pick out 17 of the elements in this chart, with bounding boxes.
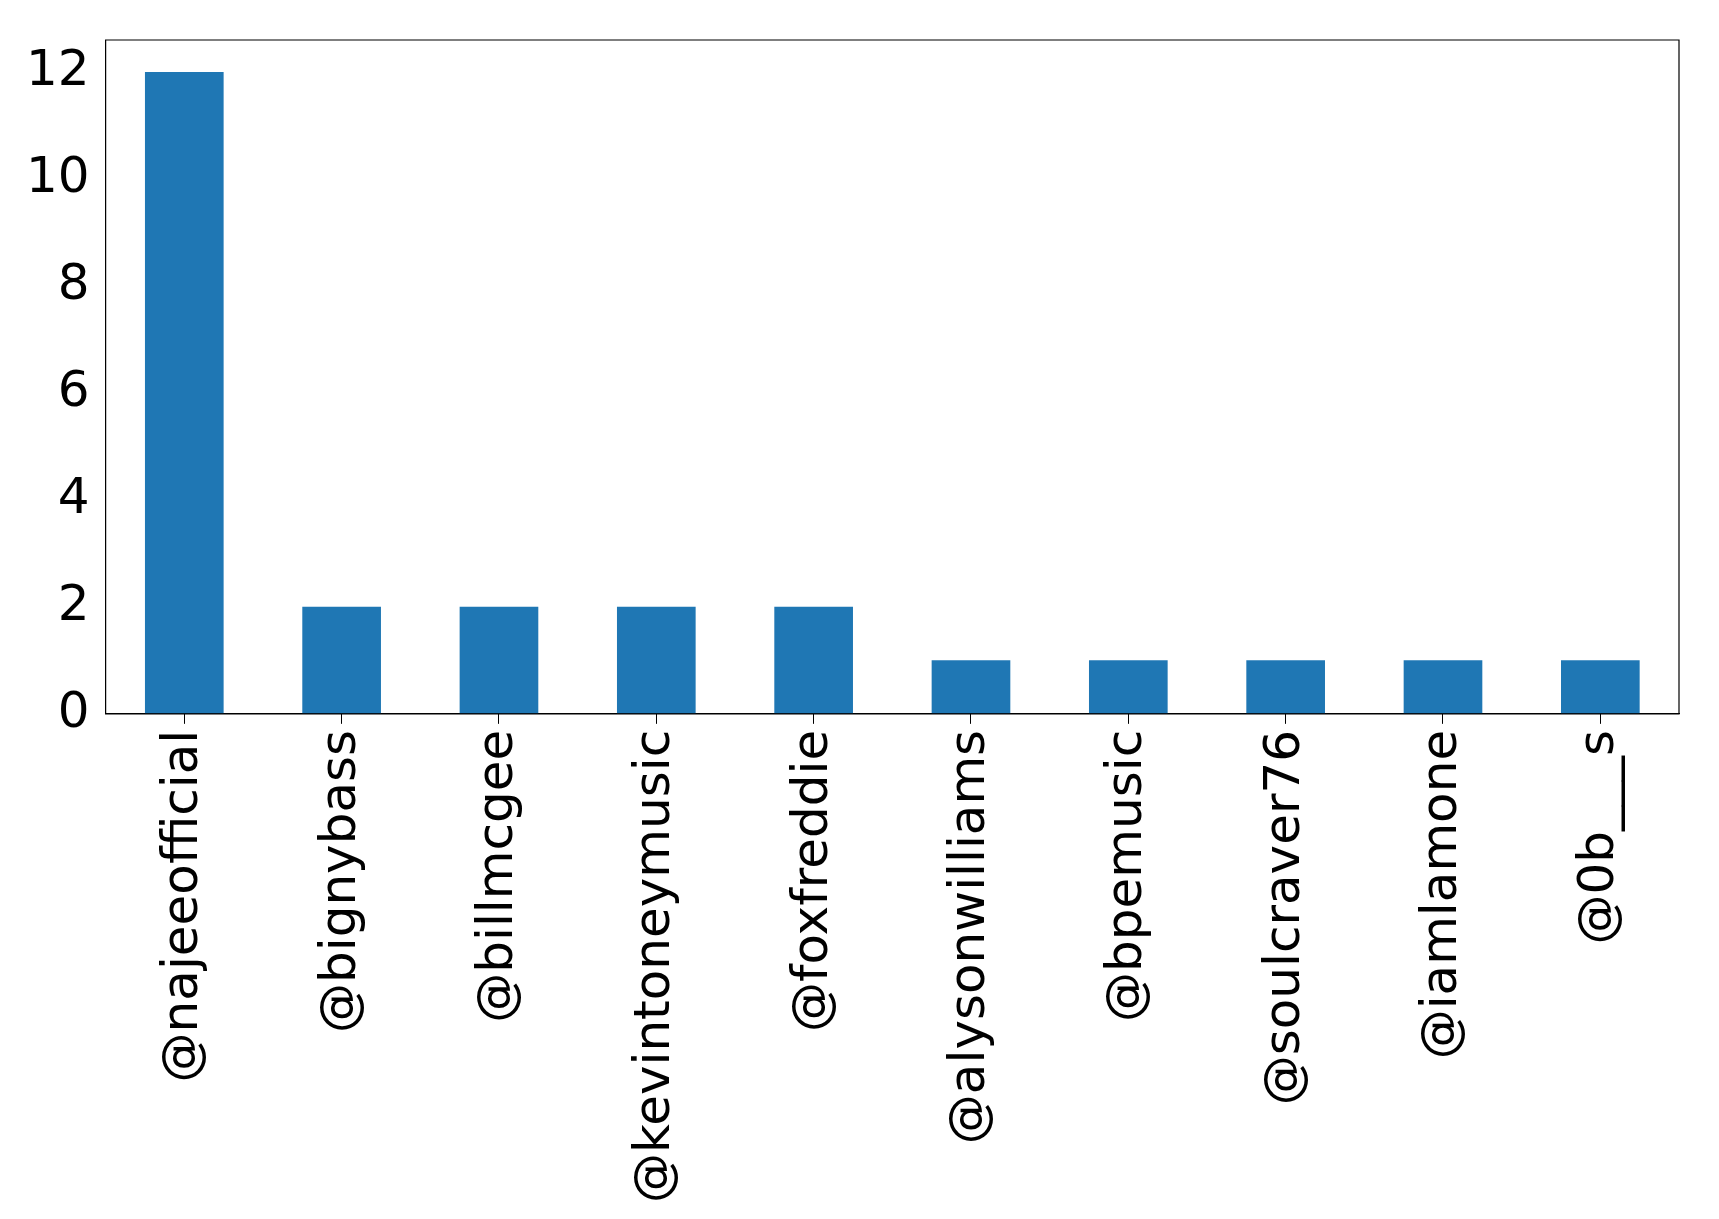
y-tick-label: 8	[57, 252, 90, 311]
x-tick-label: @iamlamone	[1409, 729, 1468, 1060]
x-tick-label: @soulcraver76	[1252, 729, 1311, 1106]
x-tick-label: @0b___s	[1567, 729, 1626, 945]
x-tick-label: @kevintoneymusic	[623, 729, 682, 1203]
x-tick-label: @billmcgee	[465, 729, 524, 1023]
y-tick-label: 10	[26, 146, 90, 205]
x-tick-label: @najeeofficial	[151, 729, 210, 1083]
y-tick-label: 4	[57, 466, 90, 525]
x-tick-label: @alysonwilliams	[937, 729, 996, 1145]
x-tick-label: @foxfreddie	[780, 729, 839, 1033]
x-tick-label: @bpemusic	[1095, 729, 1154, 1022]
y-tick-label: 2	[57, 573, 90, 632]
y-tick-label: 12	[26, 39, 90, 98]
y-tick-label: 0	[57, 680, 90, 739]
y-tick-label: 6	[57, 359, 90, 418]
x-tick-label: @bignybass	[308, 729, 367, 1033]
